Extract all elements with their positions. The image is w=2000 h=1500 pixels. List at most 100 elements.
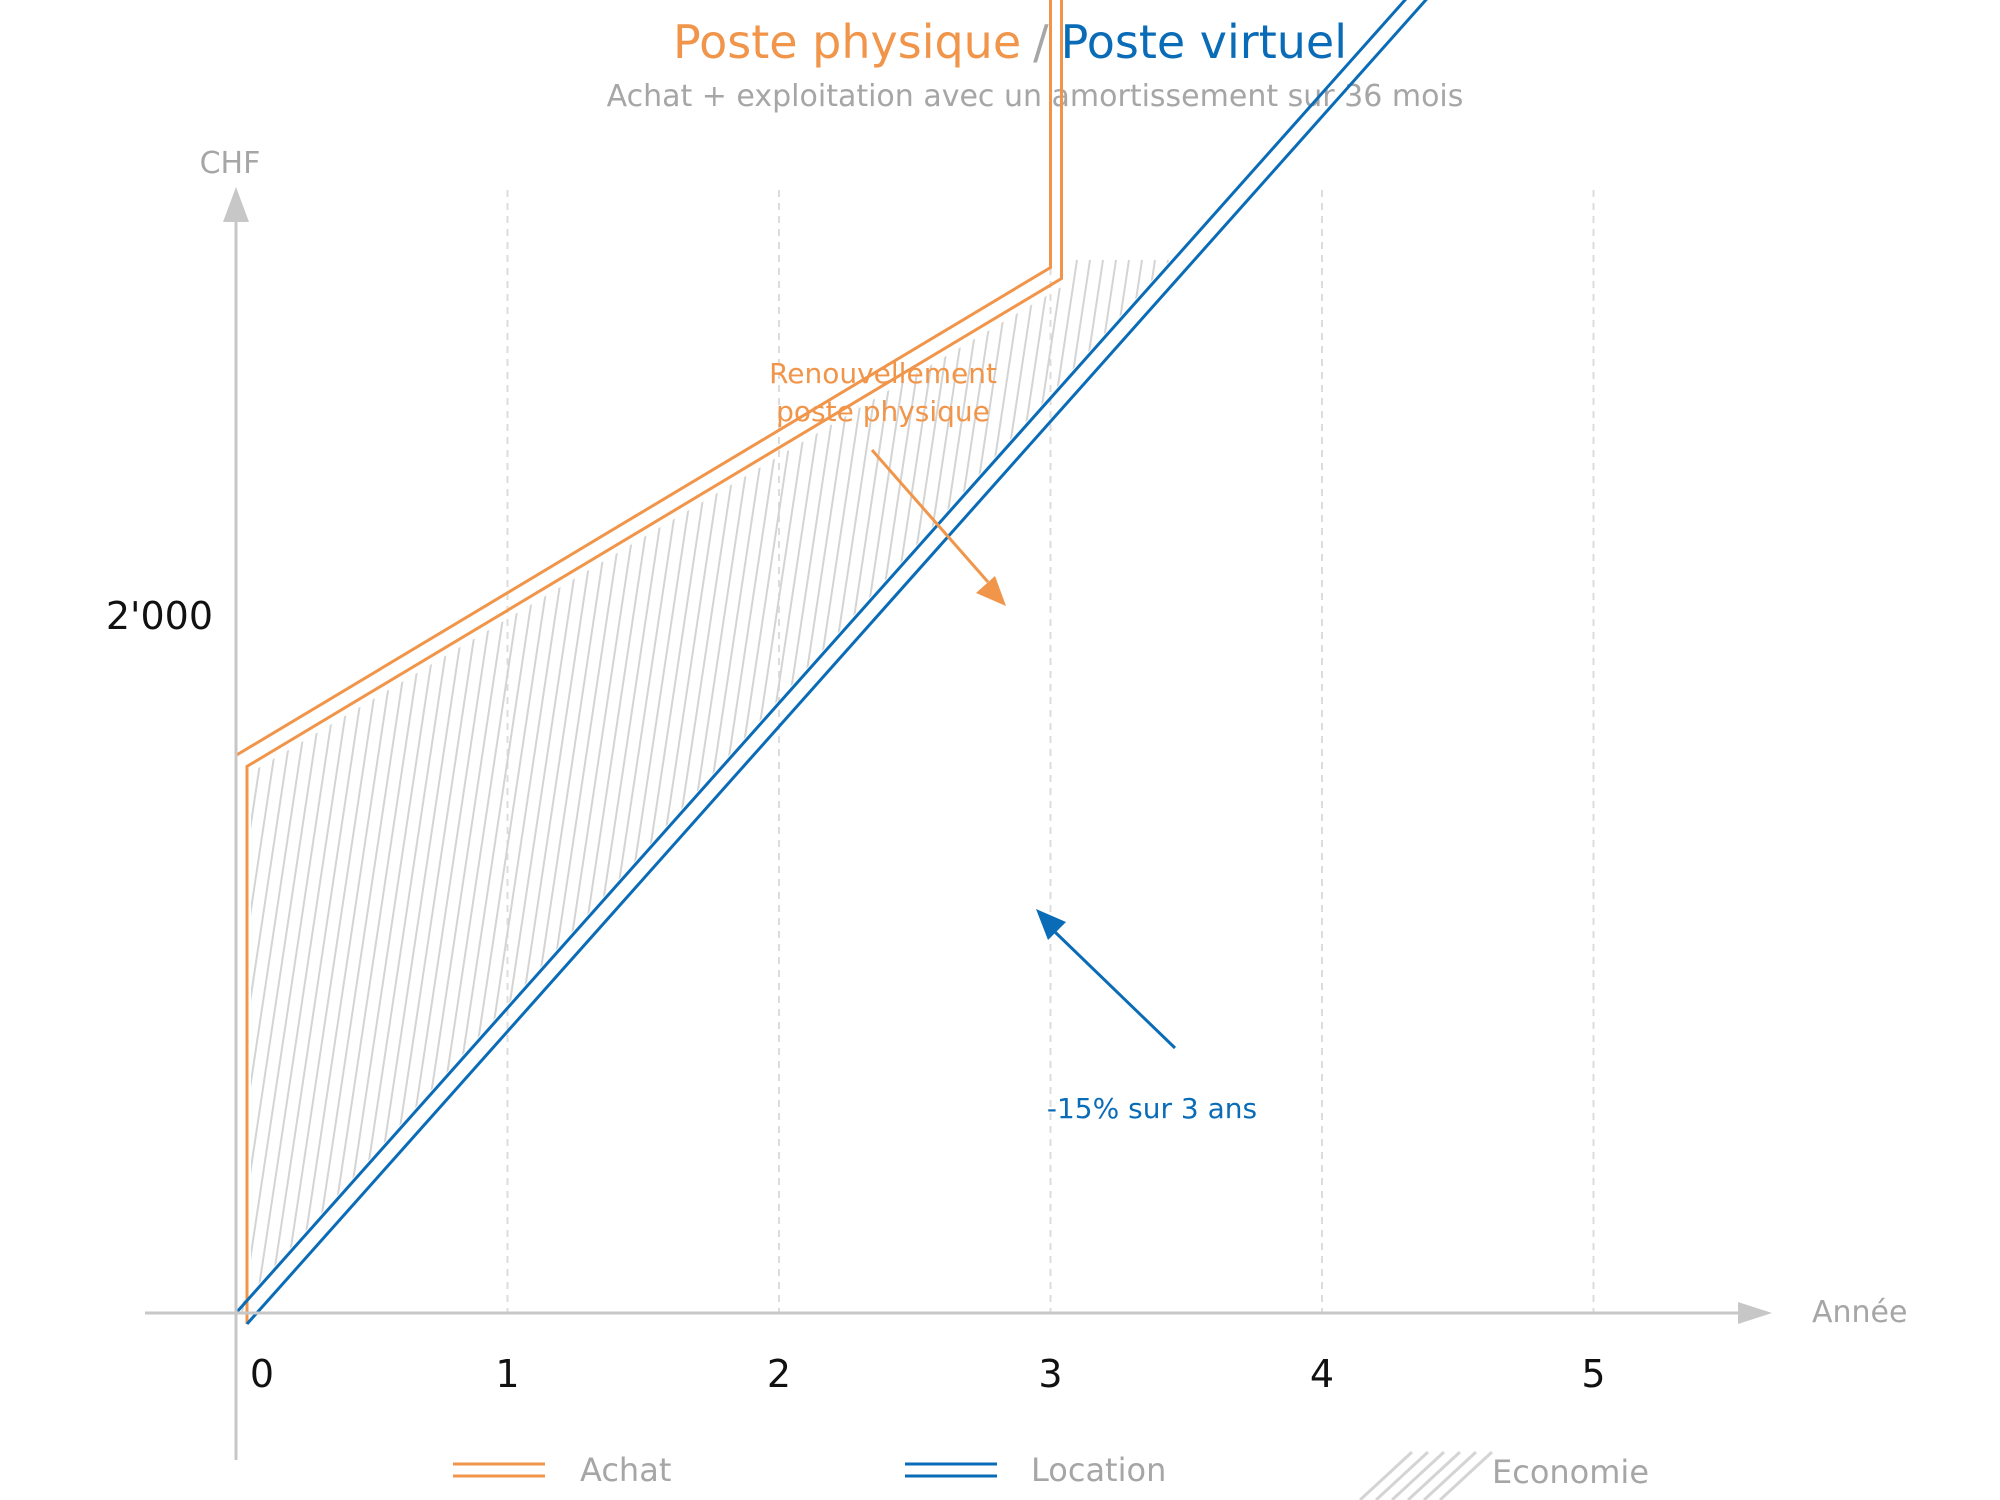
economie-hatch-line (981, 259, 1143, 1321)
economie-hatch-line (1033, 259, 1195, 1321)
economie-hatch-line (409, 259, 571, 1321)
economie-hatch-line (994, 259, 1156, 1321)
economie-hatch-line (1215, 259, 1377, 1321)
legend-hatch-line (1374, 1450, 1430, 1500)
legend-hatch-line (1406, 1450, 1462, 1500)
x-axis-arrow (1738, 1302, 1772, 1324)
series-location-line-inner (245, 0, 1428, 1325)
economie-hatch-line (1683, 259, 1772, 1321)
economie-hatch-line (1514, 259, 1676, 1321)
economie-hatch-line (617, 259, 779, 1321)
economie-hatch-line (331, 259, 493, 1321)
series-lines (234, 0, 1428, 1325)
economie-hatch-line (1059, 259, 1221, 1321)
economie-hatch-line (1098, 259, 1260, 1321)
economie-hatch-line (604, 259, 766, 1321)
economie-hatch-line (1579, 259, 1741, 1321)
economie-hatch-lines (238, 259, 2000, 1321)
legend-hatch-line (1438, 1450, 1494, 1500)
economie-hatch-line (1553, 259, 1715, 1321)
economie-hatch-line (526, 259, 688, 1321)
economie-hatch-line (238, 259, 363, 1321)
y-tick-label-2000: 2'000 (106, 594, 213, 638)
economie-hatch-line (435, 259, 597, 1321)
economie-hatch-line (1280, 259, 1442, 1321)
economie-hatch-line (1410, 259, 1572, 1321)
economie-hatch-line (968, 259, 1130, 1321)
title-part-virtuel: Poste virtuel (1061, 15, 1347, 69)
economie-hatch-line (279, 259, 441, 1321)
economie-hatch-line (1072, 259, 1234, 1321)
economie-hatch-line (1788, 260, 1948, 1320)
legend-location-label: Location (1031, 1451, 1166, 1489)
legend-economie-hatch (1358, 1450, 1494, 1500)
legend-item-economie: Economie (1358, 1450, 1649, 1500)
economie-hatch-line (1892, 260, 2000, 1320)
legend-hatch-line (1422, 1450, 1478, 1500)
legend: Achat Location Economie (453, 1450, 1649, 1500)
economie-hatch-line (1488, 259, 1650, 1321)
economie-hatch-line (1527, 259, 1689, 1321)
economie-hatch-line (1592, 259, 1754, 1321)
x-tick-label-2: 2 (767, 1352, 791, 1396)
y-axis-label: CHF (200, 146, 261, 181)
economie-hatch-line (1345, 259, 1507, 1321)
economie-hatch-line (1358, 259, 1520, 1321)
economie-hatch-line (487, 259, 649, 1321)
x-axis-label: Année (1812, 1295, 1907, 1330)
economie-hatch-line (539, 259, 701, 1321)
economie-hatch-line (1111, 259, 1273, 1321)
economie-hatch-line (1124, 259, 1286, 1321)
economie-hatch-line (266, 259, 428, 1321)
economie-hatch-line (1827, 260, 1987, 1320)
economie-hatch-line (1670, 259, 1772, 1321)
series-achat-line-inner (245, 0, 1063, 1324)
economie-hatch-line (630, 259, 792, 1321)
economie-hatch-line (383, 259, 545, 1321)
economie-hatch-line (1228, 259, 1390, 1321)
annotation-location-text: -15% sur 3 ans (1047, 1092, 1257, 1125)
economie-hatch-line (1709, 259, 1772, 1321)
economie-hatch-line (1905, 260, 2000, 1320)
economie-hatch-line (1020, 259, 1182, 1321)
economie-hatch-line (1371, 259, 1533, 1321)
economie-hatch-line (422, 259, 584, 1321)
economie-hatch-line (1801, 260, 1961, 1320)
economie-hatch-line (552, 259, 714, 1321)
economie-hatch-line (1254, 259, 1416, 1321)
legend-economie-label: Economie (1492, 1453, 1649, 1491)
economie-hatch-line (1384, 259, 1546, 1321)
economie-hatch-line (1189, 259, 1351, 1321)
economie-hatch-line (1540, 259, 1702, 1321)
economie-hatch-line (513, 259, 675, 1321)
chart-title: Poste physique / Poste virtuel (673, 15, 1347, 69)
economie-hatch-line (474, 259, 636, 1321)
economie-hatch-line (1761, 259, 1772, 1321)
economie-hatch-line (1722, 259, 1772, 1321)
economie-hatch-line (1319, 259, 1481, 1321)
economie-hatch-line (1696, 259, 1772, 1321)
economie-hatch-line (461, 259, 623, 1321)
economie-hatch-line (1644, 259, 1772, 1321)
economie-hatch-line (1306, 259, 1468, 1321)
economie-hatch-line (253, 259, 415, 1321)
economie-hatch-line (238, 259, 324, 1321)
economie-hatch-line (1475, 259, 1637, 1321)
economie-hatch-line (1163, 259, 1325, 1321)
economie-hatch-line (240, 259, 402, 1321)
economie-area (238, 259, 2000, 1321)
economie-hatch-line (1631, 259, 1772, 1321)
annotation-location-arrow (1053, 930, 1177, 1050)
annotation-renouvellement-arrow (870, 449, 990, 583)
economie-hatch-line (238, 259, 337, 1321)
economie-hatch-line (1137, 259, 1299, 1321)
series-achat-line-outer (234, 0, 1052, 1313)
economie-hatch-line (1397, 259, 1559, 1321)
title-part-physique: Poste physique (673, 15, 1021, 69)
economie-hatch-line (1748, 259, 1772, 1321)
economie-hatch-line (578, 259, 740, 1321)
economie-hatch-line (1202, 259, 1364, 1321)
economie-hatch-line (1085, 259, 1247, 1321)
economie-hatch-line (238, 259, 376, 1321)
